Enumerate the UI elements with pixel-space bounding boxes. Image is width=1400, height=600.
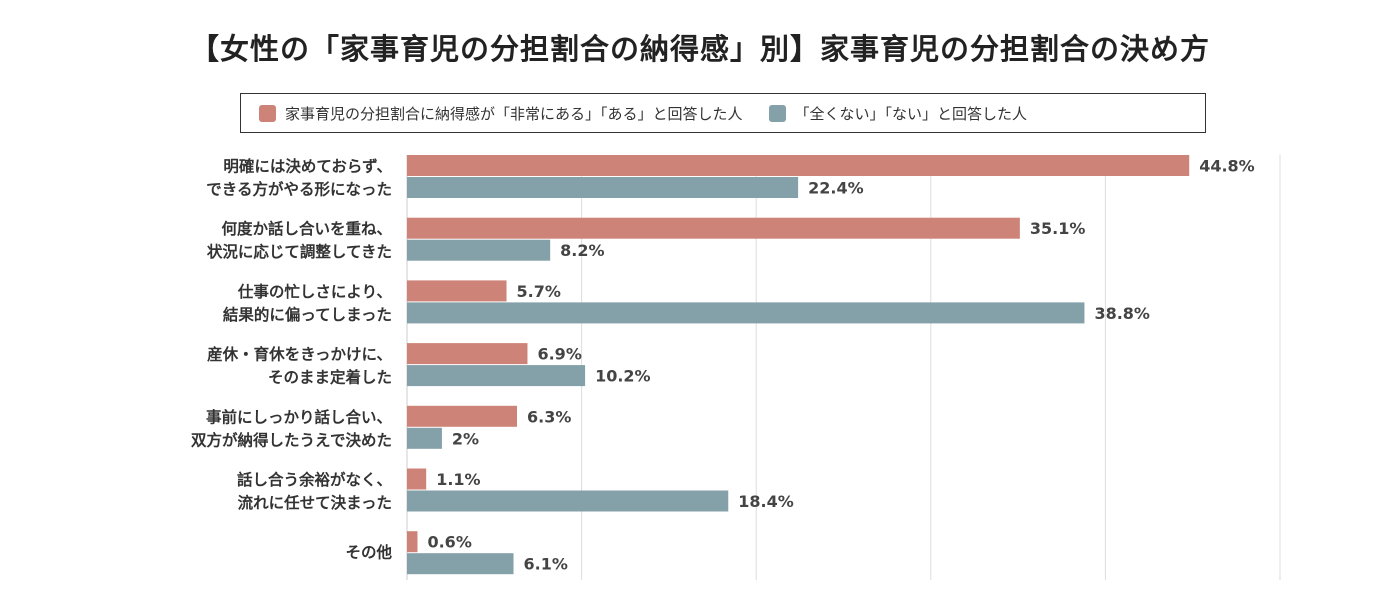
category-label: 話し合う余裕がなく、	[237, 470, 392, 489]
legend-label-satisfied: 家事育児の分担割合に納得感が「非常にある」「ある」と回答した人	[285, 104, 743, 123]
legend-item-unsatisfied: 「全くない」「ない」と回答した人	[768, 103, 1028, 124]
value-label-unsatisfied: 6.1%	[524, 555, 568, 574]
category-label: 結果的に偏ってしまった	[223, 305, 392, 324]
category-label: その他	[345, 543, 392, 562]
value-label-satisfied: 35.1%	[1030, 219, 1086, 238]
value-label-satisfied: 1.1%	[436, 470, 480, 489]
bar-satisfied	[407, 405, 517, 427]
bar-unsatisfied	[407, 553, 514, 575]
value-label-unsatisfied: 22.4%	[808, 179, 864, 198]
value-label-unsatisfied: 8.2%	[560, 241, 604, 260]
value-label-unsatisfied: 38.8%	[1094, 304, 1150, 323]
bar-satisfied	[407, 155, 1190, 176]
bar-unsatisfied	[407, 427, 442, 449]
bar-satisfied	[407, 343, 528, 365]
category-label: 流れに任せて決まった	[238, 493, 392, 512]
value-label-satisfied: 5.7%	[517, 282, 561, 301]
value-label-satisfied: 6.3%	[527, 407, 571, 426]
value-label-unsatisfied: 2%	[452, 429, 479, 448]
bar-unsatisfied	[407, 302, 1085, 324]
bar-unsatisfied	[407, 490, 729, 512]
category-label: 産休・育休をきっかけに、	[207, 345, 392, 364]
value-label-satisfied: 0.6%	[427, 533, 471, 552]
chart-title: 【女性の「家事育児の分担割合の納得感」別】家事育児の分担割合の決め方	[189, 32, 1210, 66]
value-label-unsatisfied: 18.4%	[738, 492, 794, 511]
bar-unsatisfied	[407, 177, 799, 198]
bar-unsatisfied	[407, 365, 586, 387]
category-label: 明確には決めておらず、	[223, 157, 392, 176]
category-label: 状況に応じて調整してきた	[207, 242, 392, 261]
legend-item-satisfied: 家事育児の分担割合に納得感が「非常にある」「ある」と回答した人	[259, 103, 743, 124]
category-label: 何度か話し合いを重ね、	[221, 219, 392, 238]
category-label: そのまま定着した	[268, 368, 392, 387]
value-label-unsatisfied: 10.2%	[595, 367, 651, 386]
bar-satisfied	[407, 280, 507, 302]
category-label: 事前にしっかり話し合い、	[206, 407, 392, 426]
category-label: できる方がやる形になった	[206, 180, 392, 199]
category-label: 仕事の忙しさにより、	[237, 282, 392, 301]
legend-swatch-satisfied	[259, 104, 276, 122]
value-label-satisfied: 44.8%	[1199, 157, 1255, 176]
legend-label-unsatisfied: 「全くない」「ない」と回答した人	[794, 104, 1028, 123]
bar-unsatisfied	[407, 239, 551, 261]
legend-swatch-unsatisfied	[768, 104, 786, 122]
category-label: 双方が納得したうえで決めた	[191, 430, 392, 449]
value-label-satisfied: 6.9%	[537, 345, 581, 364]
legend: 家事育児の分担割合に納得感が「非常にある」「ある」と回答した人 「全くない」「な…	[240, 93, 1206, 133]
bar-satisfied	[407, 468, 427, 490]
bar-satisfied	[407, 217, 1020, 239]
bar-satisfied	[407, 531, 418, 553]
